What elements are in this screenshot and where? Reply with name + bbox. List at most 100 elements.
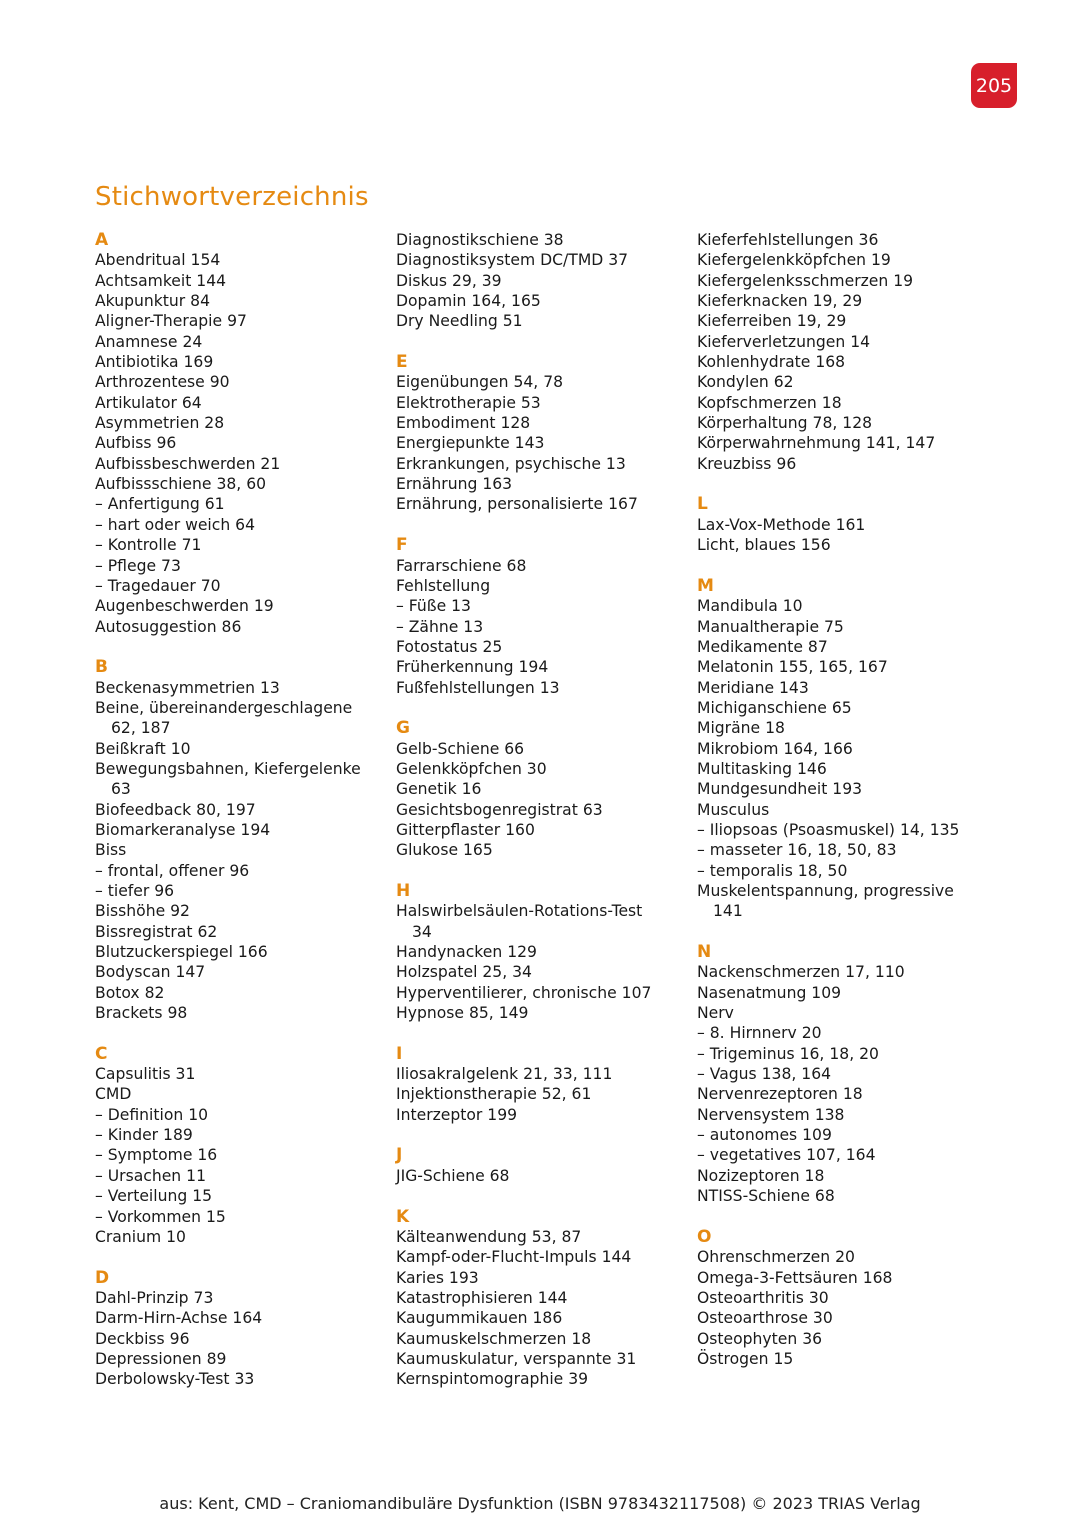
index-entry: Capsulitis 31 bbox=[95, 1065, 196, 1084]
index-entry: Dry Needling 51 bbox=[396, 312, 523, 331]
index-entry: Artikulator 64 bbox=[95, 393, 202, 412]
index-entry: Kieferverletzungen 14 bbox=[697, 332, 871, 351]
index-entry: Hypnose 85, 149 bbox=[396, 1004, 529, 1023]
section-gap bbox=[697, 1207, 997, 1227]
section-gap bbox=[396, 698, 696, 718]
index-entry: Migräne 18 bbox=[697, 719, 785, 738]
index-entry: Augenbeschwerden 19 bbox=[95, 597, 274, 616]
index-entry: Bisshöhe 92 bbox=[95, 902, 190, 921]
index-entry: – Iliopsoas (Psoasmuskel) 14, 135 bbox=[697, 820, 960, 839]
index-entry: Ernährung 163 bbox=[396, 475, 513, 494]
index-entry: Gelenkköpfchen 30 bbox=[396, 759, 547, 778]
section-letter: E bbox=[396, 352, 408, 373]
index-entry: – Pflege 73 bbox=[95, 556, 181, 575]
section-letter: N bbox=[697, 942, 712, 963]
index-entry: Medikamente 87 bbox=[697, 637, 828, 656]
index-column-2: Diagnostikschiene 38 Diagnostiksystem DC/… bbox=[396, 230, 696, 1390]
index-entry: Gelb-Schiene 66 bbox=[396, 739, 525, 758]
index-entry: Gesichtsbogenregistrat 63 bbox=[396, 800, 603, 819]
index-entry: Kernspintomographie 39 bbox=[396, 1370, 589, 1389]
index-entry: Früherkennung 194 bbox=[396, 658, 549, 677]
index-entry: Diagnostikschiene 38 bbox=[396, 231, 564, 249]
index-entry: CMD bbox=[95, 1085, 132, 1104]
index-entry: – Vagus 138, 164 bbox=[697, 1065, 832, 1084]
index-entry: Michiganschiene 65 bbox=[697, 698, 852, 717]
index-entry: Licht, blaues 156 bbox=[697, 536, 831, 555]
index-entry: Osteophyten 36 bbox=[697, 1329, 823, 1348]
index-entry: Muskelentspannung, progressive bbox=[697, 882, 954, 900]
index-entry: Biofeedback 80, 197 bbox=[95, 800, 256, 819]
index-entry: Aufbiss 96 bbox=[95, 434, 177, 453]
index-entry: Holzspatel 25, 34 bbox=[396, 963, 532, 982]
index-entry: – tiefer 96 bbox=[95, 882, 175, 900]
index-entry: Kiefergelenksschmerzen 19 bbox=[697, 271, 914, 290]
index-entry: Kopfschmerzen 18 bbox=[697, 393, 842, 412]
index-entry: Darm-Hirn-Achse 164 bbox=[95, 1309, 263, 1328]
section-gap bbox=[396, 1125, 696, 1145]
index-entry: Beine, übereinandergeschlagene bbox=[95, 698, 353, 717]
index-entry: Erkrankungen, psychische 13 bbox=[396, 454, 626, 473]
index-entry: Multitasking 146 bbox=[697, 759, 827, 778]
index-entry: – Verteilung 15 bbox=[95, 1187, 213, 1206]
index-entry: Abendritual 154 bbox=[95, 251, 221, 270]
index-entry: Genetik 16 bbox=[396, 780, 482, 799]
index-entry: Meridiane 143 bbox=[697, 678, 809, 697]
index-entry: Kieferfehlstellungen 36 bbox=[697, 231, 879, 249]
index-entry: Mandibula 10 bbox=[697, 597, 803, 616]
index-entry: Katastrophisieren 144 bbox=[396, 1288, 568, 1307]
index-entry: – Kinder 189 bbox=[95, 1126, 193, 1145]
index-entry: Nervenrezeptoren 18 bbox=[697, 1085, 863, 1104]
index-entry: Fotostatus 25 bbox=[396, 637, 503, 656]
section-letter: A bbox=[95, 230, 109, 250]
index-entry: Kälteanwendung 53, 87 bbox=[396, 1227, 582, 1246]
section-letter: I bbox=[396, 1043, 403, 1064]
index-entry: Bodyscan 147 bbox=[95, 963, 206, 982]
index-entry: Östrogen 15 bbox=[697, 1349, 794, 1368]
index-entry: Nerv bbox=[697, 1004, 734, 1023]
index-entry: Dopamin 164, 165 bbox=[396, 292, 541, 311]
index-entry: Farrarschiene 68 bbox=[396, 556, 527, 575]
index-entry: Biomarkeranalyse 194 bbox=[95, 820, 271, 839]
index-entry: Aligner-Therapie 97 bbox=[95, 312, 247, 331]
index-entry: Asymmetrien 28 bbox=[95, 414, 225, 433]
index-entry: Körperwahrnehmung 141, 147 bbox=[697, 434, 936, 453]
index-entry: Interzeptor 199 bbox=[396, 1105, 518, 1124]
section-gap bbox=[697, 556, 997, 576]
section-letter: J bbox=[396, 1145, 403, 1166]
index-entry: – Tragedauer 70 bbox=[95, 576, 221, 595]
index-entry: Injektionstherapie 52, 61 bbox=[396, 1085, 592, 1104]
index-entry: – 8. Hirnnerv 20 bbox=[697, 1024, 822, 1043]
index-entry: Ernährung, personalisierte 167 bbox=[396, 495, 638, 514]
index-entry: – hart oder weich 64 bbox=[95, 515, 256, 534]
index-entry: NTISS-Schiene 68 bbox=[697, 1187, 835, 1206]
section-letter: C bbox=[95, 1043, 108, 1064]
index-entry: Kaumuskulatur, verspannte 31 bbox=[396, 1349, 637, 1368]
index-entry: – Zähne 13 bbox=[396, 617, 484, 636]
index-entry: – Ursachen 11 bbox=[95, 1166, 206, 1185]
index-entry: – Symptome 16 bbox=[95, 1146, 218, 1165]
index-entry: Nackenschmerzen 17, 110 bbox=[697, 963, 905, 982]
index-entry: Diagnostiksystem DC/TMD 37 bbox=[396, 251, 629, 270]
index-entry: Beckenasymmetrien 13 bbox=[95, 678, 280, 697]
index-entry: Hyperventilierer, chronische 107 bbox=[396, 983, 652, 1002]
index-column-1: A Abendritual 154 Achtsamkeit 144 Akupunktu… bbox=[95, 230, 395, 1390]
section-letter: K bbox=[396, 1206, 410, 1227]
index-entry: – temporalis 18, 50 bbox=[697, 861, 848, 880]
index-entry: Nervensystem 138 bbox=[697, 1105, 845, 1124]
index-entry: Handynacken 129 bbox=[396, 943, 537, 962]
index-entry: – Kontrolle 71 bbox=[95, 536, 202, 555]
index-entry: Energiepunkte 143 bbox=[396, 434, 545, 453]
index-entry: Kaumuskelschmerzen 18 bbox=[396, 1329, 592, 1348]
index-entry: – masseter 16, 18, 50, 83 bbox=[697, 841, 897, 860]
index-entry: Osteoarthritis 30 bbox=[697, 1288, 829, 1307]
index-entry: Halswirbelsäulen-Rotations-Test bbox=[396, 902, 643, 921]
section-gap bbox=[697, 474, 997, 494]
page-number-badge: 205 bbox=[971, 63, 1017, 108]
index-entry: Kreuzbiss 96 bbox=[697, 454, 797, 473]
index-entry: Osteoarthrose 30 bbox=[697, 1309, 833, 1328]
index-entry: – Definition 10 bbox=[95, 1105, 209, 1124]
index-entry: – Trigeminus 16, 18, 20 bbox=[697, 1044, 879, 1063]
index-entry: Kondylen 62 bbox=[697, 373, 794, 392]
index-entry: Diskus 29, 39 bbox=[396, 271, 502, 290]
index-entry: Musculus bbox=[697, 800, 770, 819]
